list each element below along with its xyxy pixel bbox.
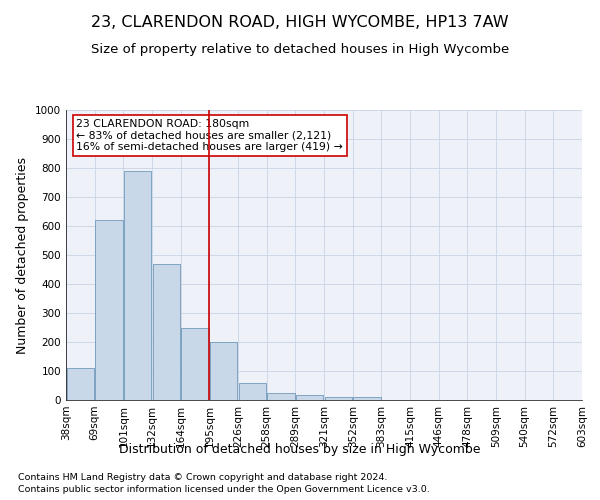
Bar <box>181 328 209 400</box>
Bar <box>153 264 180 400</box>
Text: 23, CLARENDON ROAD, HIGH WYCOMBE, HP13 7AW: 23, CLARENDON ROAD, HIGH WYCOMBE, HP13 7… <box>91 15 509 30</box>
Bar <box>67 368 94 400</box>
Bar <box>325 397 352 400</box>
Text: Contains public sector information licensed under the Open Government Licence v3: Contains public sector information licen… <box>18 485 430 494</box>
Bar <box>296 395 323 400</box>
Bar <box>210 342 237 400</box>
Bar <box>353 397 380 400</box>
Bar <box>95 220 122 400</box>
Bar <box>239 382 266 400</box>
Text: 23 CLARENDON ROAD: 180sqm
← 83% of detached houses are smaller (2,121)
16% of se: 23 CLARENDON ROAD: 180sqm ← 83% of detac… <box>76 118 343 152</box>
Y-axis label: Number of detached properties: Number of detached properties <box>16 156 29 354</box>
Text: Distribution of detached houses by size in High Wycombe: Distribution of detached houses by size … <box>119 442 481 456</box>
Text: Contains HM Land Registry data © Crown copyright and database right 2024.: Contains HM Land Registry data © Crown c… <box>18 472 388 482</box>
Text: Size of property relative to detached houses in High Wycombe: Size of property relative to detached ho… <box>91 42 509 56</box>
Bar <box>124 171 151 400</box>
Bar <box>268 393 295 400</box>
